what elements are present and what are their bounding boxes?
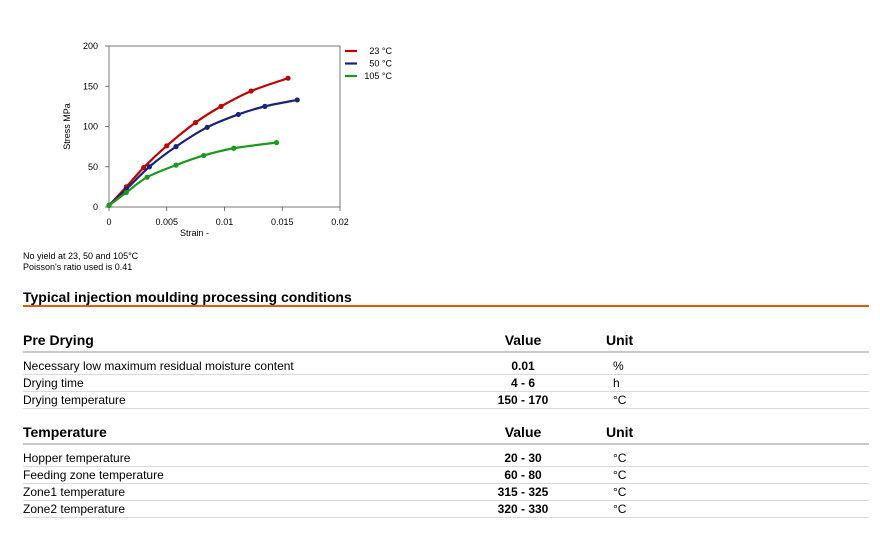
x-tick-label: 0.02	[331, 217, 349, 227]
row-unit: °C	[613, 451, 627, 465]
table-row: Zone1 temperature 315 - 325 °C	[23, 484, 869, 501]
x-tick-label: 0.015	[271, 217, 294, 227]
data-point	[285, 75, 291, 81]
x-tick-label: 0	[106, 217, 111, 227]
x-tick-label: 0.005	[155, 217, 178, 227]
y-tick-label: 50	[88, 162, 98, 172]
table-header: Pre Drying Value Unit	[23, 329, 869, 353]
x-tick-label: 0.01	[216, 217, 234, 227]
row-value: 150 - 170	[497, 393, 549, 407]
plot-frame	[108, 45, 341, 208]
row-unit: h	[613, 376, 620, 390]
section-title: Typical injection moulding processing co…	[23, 289, 352, 305]
row-value: 0.01	[511, 359, 535, 373]
data-point	[146, 164, 153, 170]
table-header: Temperature Value Unit	[23, 421, 869, 445]
y-axis-label: Stress MPa	[62, 103, 72, 150]
series-line	[108, 141, 277, 207]
row-name: Necessary low maximum residual moisture …	[23, 359, 294, 373]
series-line	[108, 98, 298, 207]
y-tick-label: 200	[83, 41, 98, 51]
data-point	[144, 174, 150, 180]
data-point	[235, 111, 241, 118]
legend-label: 23 °C	[369, 46, 392, 56]
header-unit: Unit	[606, 424, 634, 440]
row-value: 60 - 80	[504, 468, 542, 482]
table-row: Necessary low maximum residual moisture …	[23, 358, 869, 375]
x-axis-label: Strain -	[180, 228, 209, 238]
table-row: Feeding zone temperature 60 - 80 °C	[23, 467, 869, 484]
y-tick-label: 0	[93, 202, 98, 212]
pre-drying-table: Pre Drying Value Unit Necessary low maxi…	[23, 329, 869, 409]
y-tick-label: 150	[83, 81, 98, 91]
data-point	[262, 103, 268, 109]
chart-notes: No yield at 23, 50 and 105°C Poisson's r…	[23, 251, 138, 273]
table-row: Drying temperature 150 - 170 °C	[23, 392, 869, 409]
data-point	[141, 164, 147, 171]
row-value: 315 - 325	[497, 485, 549, 499]
legend-label: 50 °C	[369, 59, 392, 69]
data-point	[123, 189, 129, 196]
header-value: Value	[504, 332, 542, 348]
header-name: Pre Drying	[23, 332, 94, 348]
data-point	[193, 119, 199, 126]
data-point	[218, 103, 224, 109]
row-value: 4 - 6	[510, 376, 535, 390]
row-unit: °C	[613, 502, 627, 516]
data-point	[204, 124, 210, 130]
table-row: Drying time 4 - 6 h	[23, 375, 869, 392]
row-value: 20 - 30	[504, 451, 542, 465]
y-tick-label: 100	[83, 122, 98, 132]
row-unit: °C	[613, 393, 627, 407]
data-point	[231, 145, 237, 151]
row-value: 320 - 330	[497, 502, 549, 516]
table-row: Zone2 temperature 320 - 330 °C	[23, 501, 869, 518]
data-point	[173, 144, 179, 150]
header-name: Temperature	[23, 424, 107, 440]
table-row: Hopper temperature 20 - 30 °C	[23, 450, 869, 467]
legend-label: 105 °C	[364, 71, 392, 81]
note-yield: No yield at 23, 50 and 105°C	[23, 251, 139, 261]
stress-strain-chart: 0 50 100 150 200 0 0.005 0.01 0.015 0.02 Strain - S…	[62, 41, 392, 238]
data-point	[273, 140, 280, 146]
data-point	[201, 152, 207, 159]
note-poisson: Poisson's ratio used is 0.41	[23, 262, 133, 272]
header-value: Value	[504, 424, 542, 440]
data-point	[164, 143, 170, 149]
row-name: Feeding zone temperature	[23, 468, 164, 482]
data-point	[294, 97, 300, 103]
row-unit: °C	[613, 485, 627, 499]
row-name: Zone2 temperature	[23, 502, 126, 516]
temperature-table: Temperature Value Unit Hopper temperatur…	[23, 421, 869, 518]
data-point	[173, 162, 179, 168]
section-divider	[23, 305, 869, 307]
row-name: Drying time	[23, 376, 84, 390]
row-unit: %	[613, 359, 624, 373]
row-name: Zone1 temperature	[23, 485, 126, 499]
row-name: Drying temperature	[23, 393, 126, 407]
header-unit: Unit	[606, 332, 634, 348]
row-name: Hopper temperature	[23, 451, 131, 465]
data-point	[248, 88, 254, 94]
data-point	[106, 202, 112, 208]
row-unit: °C	[613, 468, 627, 482]
